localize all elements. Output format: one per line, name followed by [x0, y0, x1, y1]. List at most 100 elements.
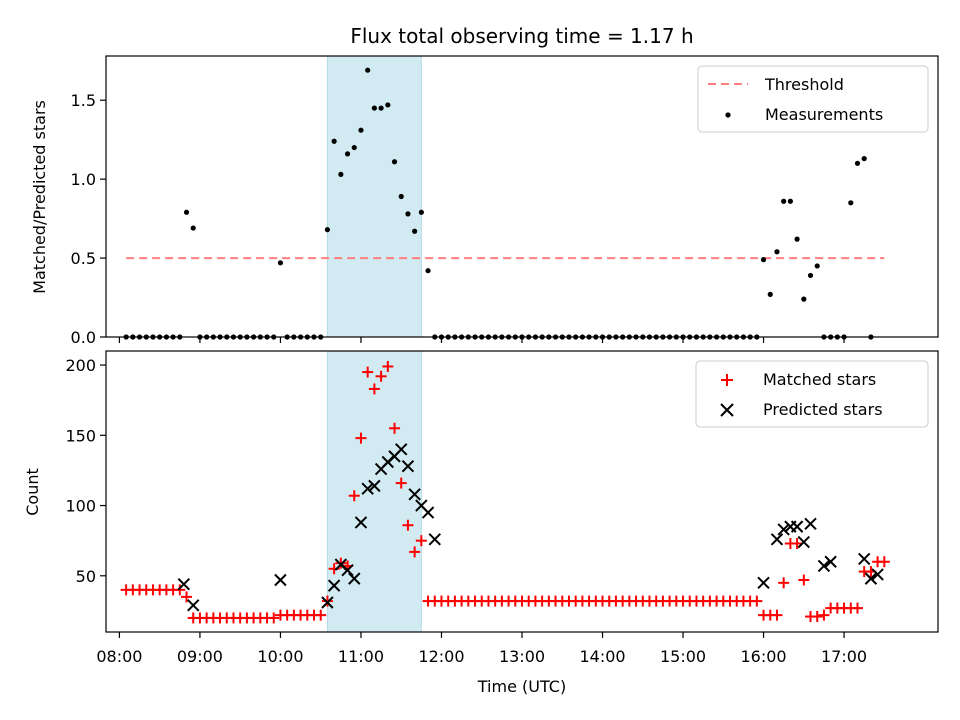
top-highlight-span — [326, 55, 422, 338]
matched-point — [389, 422, 401, 434]
bottom-y-tick-label: 150 — [65, 426, 96, 445]
measurement-point — [398, 193, 404, 200]
x-tick-label: 14:00 — [579, 647, 625, 666]
measurement-point — [854, 160, 861, 166]
measurements-legend-label: Measurements — [765, 105, 883, 124]
measurement-point — [365, 67, 371, 73]
predicted-point — [368, 479, 381, 493]
measurement-point — [378, 105, 384, 111]
matched-point — [811, 611, 823, 623]
predicted-point — [871, 568, 884, 581]
bottom-legend: Matched stars Predicted stars — [695, 360, 929, 428]
measurement-point — [405, 211, 411, 217]
predicted-point — [824, 555, 837, 568]
top-y-ticks: 0.0 0.5 1.0 1.5 — [71, 91, 106, 347]
predicted-point — [804, 517, 817, 531]
predicted-point — [348, 572, 361, 585]
predicted-point — [361, 482, 374, 495]
predicted-point — [857, 552, 871, 566]
matched-point — [415, 535, 427, 547]
measurement-point — [418, 209, 424, 215]
matched-point — [818, 609, 830, 621]
matched-legend-swatch — [721, 374, 733, 386]
predicted-point — [790, 520, 804, 533]
matched-point — [315, 609, 327, 621]
top-y-tick-label: 1.5 — [71, 91, 96, 110]
measurement-point — [338, 171, 344, 177]
matched-point — [751, 595, 763, 607]
predicted-point — [408, 488, 421, 501]
x-tick-label: 11:00 — [338, 647, 384, 666]
measurement-point — [848, 200, 854, 206]
predicted-points — [177, 443, 884, 612]
bottom-y-tick-label: 50 — [76, 567, 96, 586]
bottom-legend-box — [695, 360, 929, 428]
measurement-point — [358, 127, 364, 133]
matched-point — [402, 519, 414, 531]
top-y-tick-label: 0.5 — [71, 249, 96, 268]
measurement-point — [807, 272, 814, 279]
matched-point — [348, 490, 360, 502]
bottom-y-axis-label: Count — [23, 468, 42, 516]
bottom-axes-frame — [105, 350, 939, 633]
predicted-point — [354, 516, 368, 529]
matched-point — [771, 609, 783, 621]
predicted-point — [757, 576, 770, 590]
predicted-legend-swatch — [720, 403, 734, 417]
predicted-point — [864, 572, 878, 585]
x-tick-label: 16:00 — [740, 647, 786, 666]
measurement-point — [351, 144, 357, 151]
matched-point — [798, 574, 810, 586]
predicted-point — [797, 535, 811, 549]
bottom-x-ticks: 08:00 09:00 10:00 11:00 12:00 13:00 14:00 15:00… — [96, 632, 867, 666]
x-tick-label: 09:00 — [177, 647, 223, 666]
predicted-legend-label: Predicted stars — [763, 400, 883, 419]
predicted-point — [187, 599, 200, 612]
x-tick-label: 10:00 — [257, 647, 303, 666]
x-tick-label: 17:00 — [821, 647, 867, 666]
predicted-point — [177, 578, 191, 591]
measurement-point — [385, 102, 391, 108]
measurement-point — [331, 138, 337, 144]
matched-point — [362, 366, 374, 378]
x-tick-label: 13:00 — [499, 647, 545, 666]
matched-point — [368, 383, 380, 395]
top-y-tick-label: 0.0 — [71, 328, 96, 347]
matched-point — [355, 432, 367, 444]
predicted-point — [817, 559, 831, 573]
matched-point — [409, 546, 421, 558]
predicted-point — [341, 563, 354, 577]
matched-legend-label: Matched stars — [763, 370, 876, 389]
bottom-y-tick-label: 200 — [65, 356, 96, 375]
top-legend: Threshold Measurements — [697, 65, 929, 133]
measurement-point — [814, 263, 820, 269]
predicted-point — [428, 533, 441, 546]
predicted-point — [421, 506, 435, 519]
predicted-point — [321, 596, 334, 609]
measurement-point — [787, 198, 793, 204]
top-panel: Flux total observing time = 1.17 h 0.0 0.… — [30, 24, 939, 347]
matched-point — [778, 577, 790, 589]
measurements-legend-swatch — [725, 112, 731, 118]
measurement-point — [412, 228, 418, 234]
bottom-y-tick-label: 100 — [65, 497, 96, 516]
top-legend-box — [697, 65, 929, 133]
top-axes-frame — [105, 55, 939, 338]
measurement-point — [801, 296, 807, 302]
measurement-point — [794, 236, 800, 242]
chart-title: Flux total observing time = 1.17 h — [350, 24, 693, 48]
matched-point — [375, 370, 387, 382]
matched-point — [174, 584, 186, 596]
matched-point — [395, 477, 407, 489]
measurement-point — [371, 105, 377, 111]
measurement-point — [190, 225, 196, 231]
matched-point — [181, 591, 193, 603]
measurement-point — [324, 227, 331, 233]
top-y-axis-label: Matched/Predicted stars — [30, 100, 49, 294]
x-axis-label: Time (UTC) — [477, 677, 566, 696]
measurement-point — [774, 249, 780, 255]
measurement-point — [425, 268, 431, 274]
predicted-point — [327, 579, 341, 592]
predicted-point — [777, 523, 790, 536]
